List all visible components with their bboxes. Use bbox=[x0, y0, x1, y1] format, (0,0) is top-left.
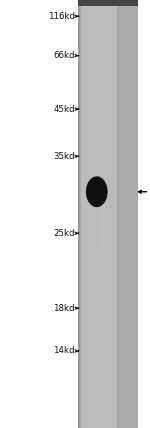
Text: 14kd: 14kd bbox=[54, 346, 75, 356]
Text: WWW.PTGLAB3.COM: WWW.PTGLAB3.COM bbox=[102, 184, 107, 244]
Text: 66kd: 66kd bbox=[54, 51, 75, 60]
Text: 25kd: 25kd bbox=[54, 229, 75, 238]
Ellipse shape bbox=[86, 176, 108, 207]
Bar bbox=[78, 0, 138, 428]
Bar bbox=[81, 0, 117, 428]
Text: 18kd: 18kd bbox=[54, 303, 75, 313]
Text: 116kd: 116kd bbox=[48, 12, 75, 21]
Bar bbox=[78, 0, 138, 6]
Text: 45kd: 45kd bbox=[54, 104, 75, 114]
Text: 35kd: 35kd bbox=[54, 152, 75, 161]
Bar bbox=[80, 0, 138, 428]
